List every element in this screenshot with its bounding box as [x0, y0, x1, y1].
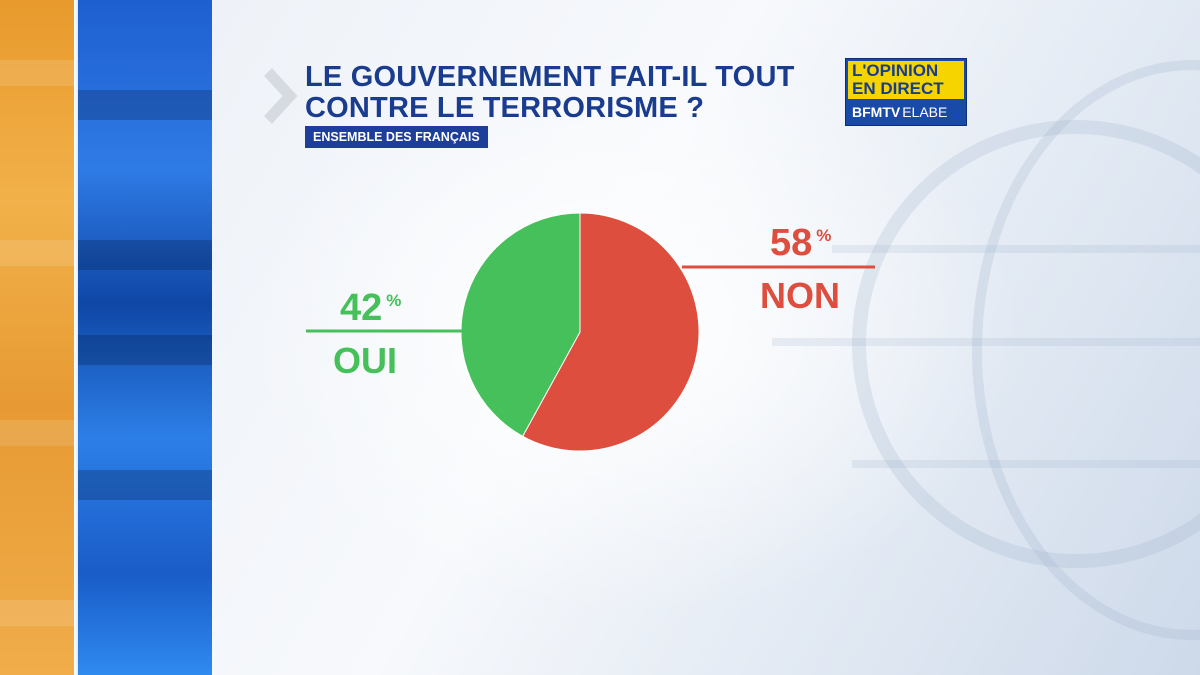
pie-slice-oui: [460, 212, 581, 437]
left-orange-strip: [0, 0, 78, 675]
logo-brand-row: BFMTV ELABE: [852, 104, 947, 120]
non-value: 58: [770, 222, 813, 264]
chart-title: LE GOUVERNEMENT FAIT-IL TOUT CONTRE LE T…: [305, 62, 845, 124]
left-blue-strip: [78, 0, 212, 675]
title-line-1: LE GOUVERNEMENT FAIT-IL TOUT: [305, 61, 795, 93]
title-line-2: CONTRE LE TERRORISME ?: [305, 92, 705, 124]
chevron-icon: [263, 68, 298, 124]
strip-divider: [74, 0, 80, 675]
logo-yellow-block: [848, 61, 964, 99]
chart-background: [212, 0, 1200, 675]
chart-subtitle: ENSEMBLE DES FRANÇAIS: [305, 126, 488, 148]
oui-unit: %: [386, 291, 402, 310]
oui-value: 42: [340, 287, 383, 329]
opinion-en-direct-logo: L'OPINION EN DIRECT BFMTV ELABE: [845, 58, 967, 126]
logo-line-1: L'OPINION: [852, 61, 939, 80]
non-percentage: 58%: [770, 222, 831, 265]
oui-percentage: 42%: [340, 287, 401, 330]
pie-slice-non: [521, 212, 700, 452]
logo-line-2: EN DIRECT: [852, 79, 944, 98]
logo-partner: ELABE: [902, 104, 948, 120]
non-unit: %: [816, 226, 832, 245]
non-label: NON: [760, 275, 840, 316]
oui-label: OUI: [333, 340, 398, 381]
logo-brand: BFMTV: [852, 104, 901, 120]
